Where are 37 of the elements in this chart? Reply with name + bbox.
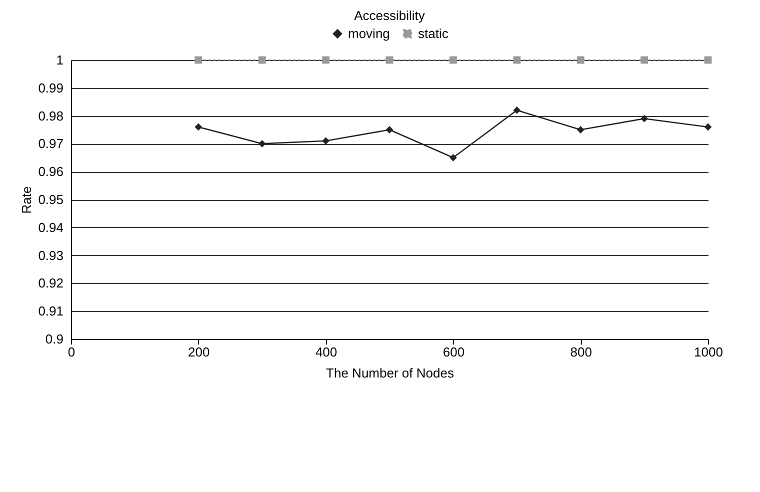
point — [513, 56, 521, 64]
x-tick-label: 800 — [570, 344, 592, 360]
point — [322, 56, 330, 64]
x-tick-label: 600 — [442, 344, 465, 360]
y-axis-title: Rate — [19, 186, 34, 214]
point — [194, 123, 202, 131]
point — [640, 56, 648, 64]
y-tick-label: 0.93 — [38, 248, 64, 263]
legend-label: static — [418, 26, 449, 41]
point — [640, 114, 648, 122]
y-tick-label: 0.94 — [38, 220, 64, 235]
y-tick-label: 0.91 — [38, 304, 64, 319]
y-tick-label: 0.92 — [38, 276, 64, 291]
point — [449, 56, 457, 64]
point — [513, 106, 521, 114]
legend-label: moving — [348, 26, 390, 41]
point — [449, 154, 457, 162]
x-tick-label: 200 — [188, 344, 210, 360]
point — [258, 56, 266, 64]
y-tick-label: 0.97 — [38, 136, 64, 152]
point — [576, 56, 584, 64]
x-tick-label: 1000 — [694, 344, 723, 360]
y-tick-label: 0.99 — [38, 80, 64, 96]
x-axis-title: The Number of Nodes — [326, 366, 454, 380]
point — [704, 123, 712, 131]
y-tick-label: 0.9 — [45, 332, 64, 346]
point — [194, 56, 202, 64]
point — [258, 140, 266, 148]
y-tick-label: 0.96 — [38, 164, 64, 180]
chart-title: Accessibility — [354, 8, 426, 23]
point — [322, 137, 330, 145]
y-tick-label: 1 — [56, 52, 64, 68]
x-tick-label: 400 — [315, 344, 338, 360]
point — [576, 126, 584, 134]
x-tick-label: 0 — [68, 344, 76, 360]
y-tick-label: 0.98 — [38, 108, 64, 124]
y-tick-label: 0.95 — [38, 192, 64, 207]
